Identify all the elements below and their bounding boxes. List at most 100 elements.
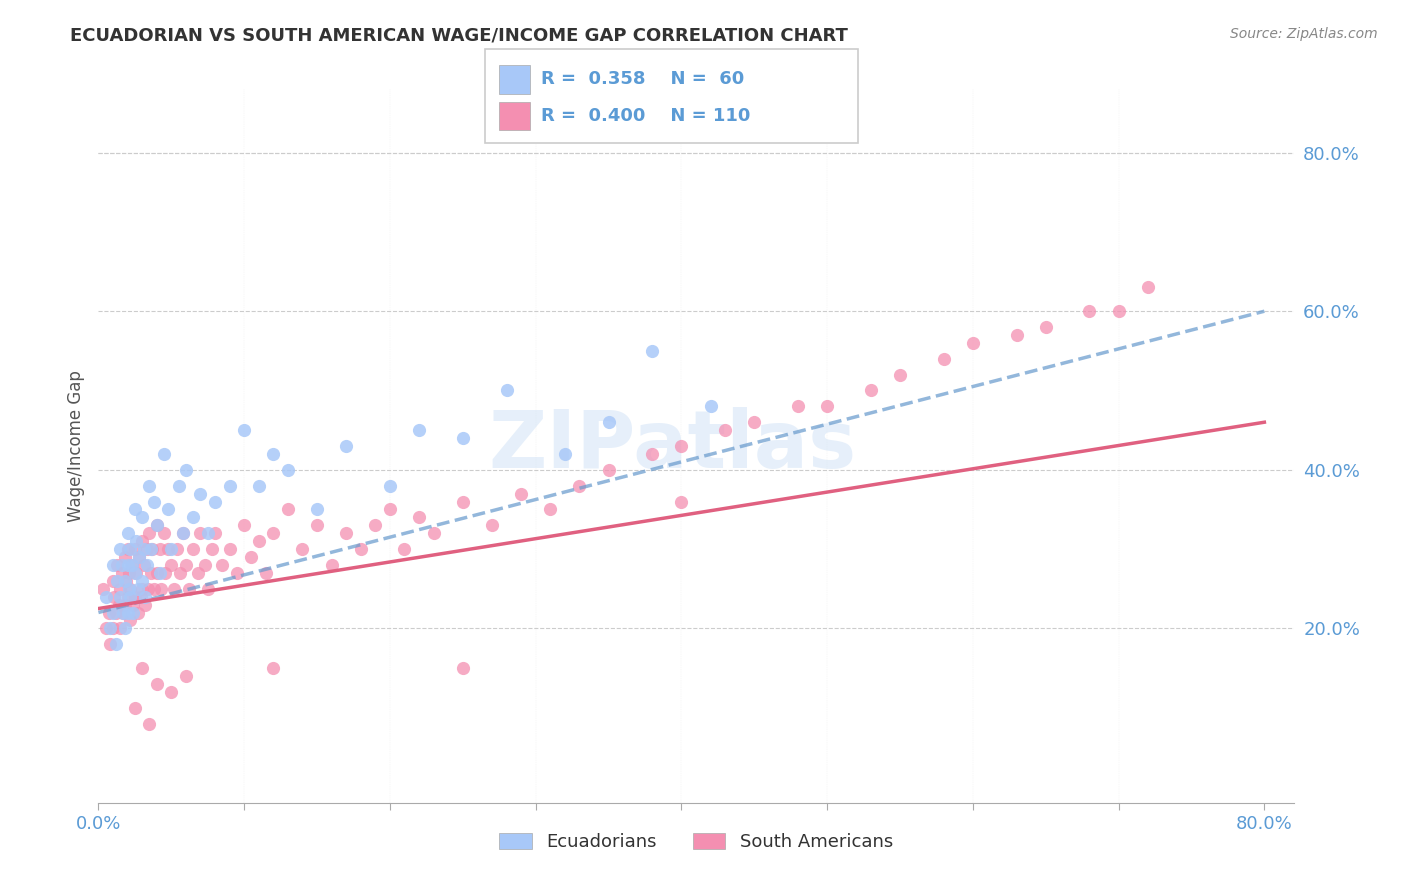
Point	[190, 486, 212, 500]
Point	[225, 566, 247, 580]
Point	[163, 582, 186, 596]
Point	[117, 542, 139, 557]
Point	[114, 598, 136, 612]
Point	[451, 494, 474, 508]
Point	[125, 534, 148, 549]
Point	[128, 549, 150, 564]
Point	[101, 621, 124, 635]
Point	[166, 542, 188, 557]
Point	[1078, 304, 1101, 318]
Point	[889, 368, 911, 382]
Point	[787, 400, 810, 414]
Point	[305, 518, 328, 533]
Point	[378, 502, 401, 516]
Point	[131, 661, 153, 675]
Point	[378, 478, 401, 492]
Point	[120, 582, 142, 596]
Point	[335, 526, 357, 541]
Point	[101, 558, 124, 572]
Point	[117, 526, 139, 541]
Point	[1005, 328, 1028, 343]
Point	[127, 582, 149, 596]
Point	[135, 558, 157, 572]
Point	[186, 566, 208, 580]
Point	[134, 598, 156, 612]
Point	[131, 582, 153, 596]
Point	[422, 526, 444, 541]
Point	[112, 606, 135, 620]
Point	[105, 558, 128, 572]
Point	[233, 423, 256, 437]
Point	[277, 502, 299, 516]
Point	[131, 574, 153, 588]
Point	[124, 542, 146, 557]
Point	[110, 542, 132, 557]
Point	[121, 558, 143, 572]
Point	[305, 502, 328, 516]
Text: ZIPatlas: ZIPatlas	[488, 407, 856, 485]
Point	[111, 566, 134, 580]
Point	[94, 621, 117, 635]
Point	[120, 542, 142, 557]
Point	[124, 502, 146, 516]
Point	[714, 423, 737, 437]
Point	[598, 463, 620, 477]
Point	[114, 621, 136, 635]
Point	[138, 478, 160, 492]
Point	[962, 335, 984, 350]
Point	[145, 518, 167, 533]
Point	[174, 669, 197, 683]
Point	[169, 566, 191, 580]
Point	[510, 486, 533, 500]
Text: Source: ZipAtlas.com: Source: ZipAtlas.com	[1230, 27, 1378, 41]
Point	[204, 526, 226, 541]
Y-axis label: Wage/Income Gap: Wage/Income Gap	[66, 370, 84, 522]
Point	[174, 463, 197, 477]
Point	[104, 606, 127, 620]
Point	[110, 621, 132, 635]
Point	[157, 502, 180, 516]
Point	[218, 542, 240, 557]
Point	[859, 384, 882, 398]
Point	[204, 494, 226, 508]
Point	[108, 598, 131, 612]
Point	[150, 582, 173, 596]
Point	[197, 526, 219, 541]
Point	[127, 606, 149, 620]
Point	[153, 447, 176, 461]
Point	[91, 582, 114, 596]
Point	[335, 439, 357, 453]
Point	[160, 542, 183, 557]
Point	[129, 590, 152, 604]
Point	[262, 447, 284, 461]
Point	[554, 447, 576, 461]
Point	[145, 677, 167, 691]
Point	[641, 343, 664, 358]
Point	[132, 542, 155, 557]
Point	[122, 606, 145, 620]
Point	[125, 566, 148, 580]
Point	[138, 716, 160, 731]
Point	[101, 574, 124, 588]
Point	[177, 582, 200, 596]
Point	[1035, 320, 1057, 334]
Point	[932, 351, 955, 366]
Point	[120, 590, 142, 604]
Point	[103, 590, 125, 604]
Point	[174, 558, 197, 572]
Point	[118, 582, 141, 596]
Point	[277, 463, 299, 477]
Point	[114, 574, 136, 588]
Point	[167, 478, 190, 492]
Point	[451, 431, 474, 445]
Point	[118, 566, 141, 580]
Point	[568, 478, 591, 492]
Point	[94, 590, 117, 604]
Point	[157, 542, 180, 557]
Point	[121, 558, 143, 572]
Point	[201, 542, 224, 557]
Point	[742, 415, 765, 429]
Point	[111, 558, 134, 572]
Text: R =  0.358    N =  60: R = 0.358 N = 60	[541, 70, 745, 88]
Point	[291, 542, 314, 557]
